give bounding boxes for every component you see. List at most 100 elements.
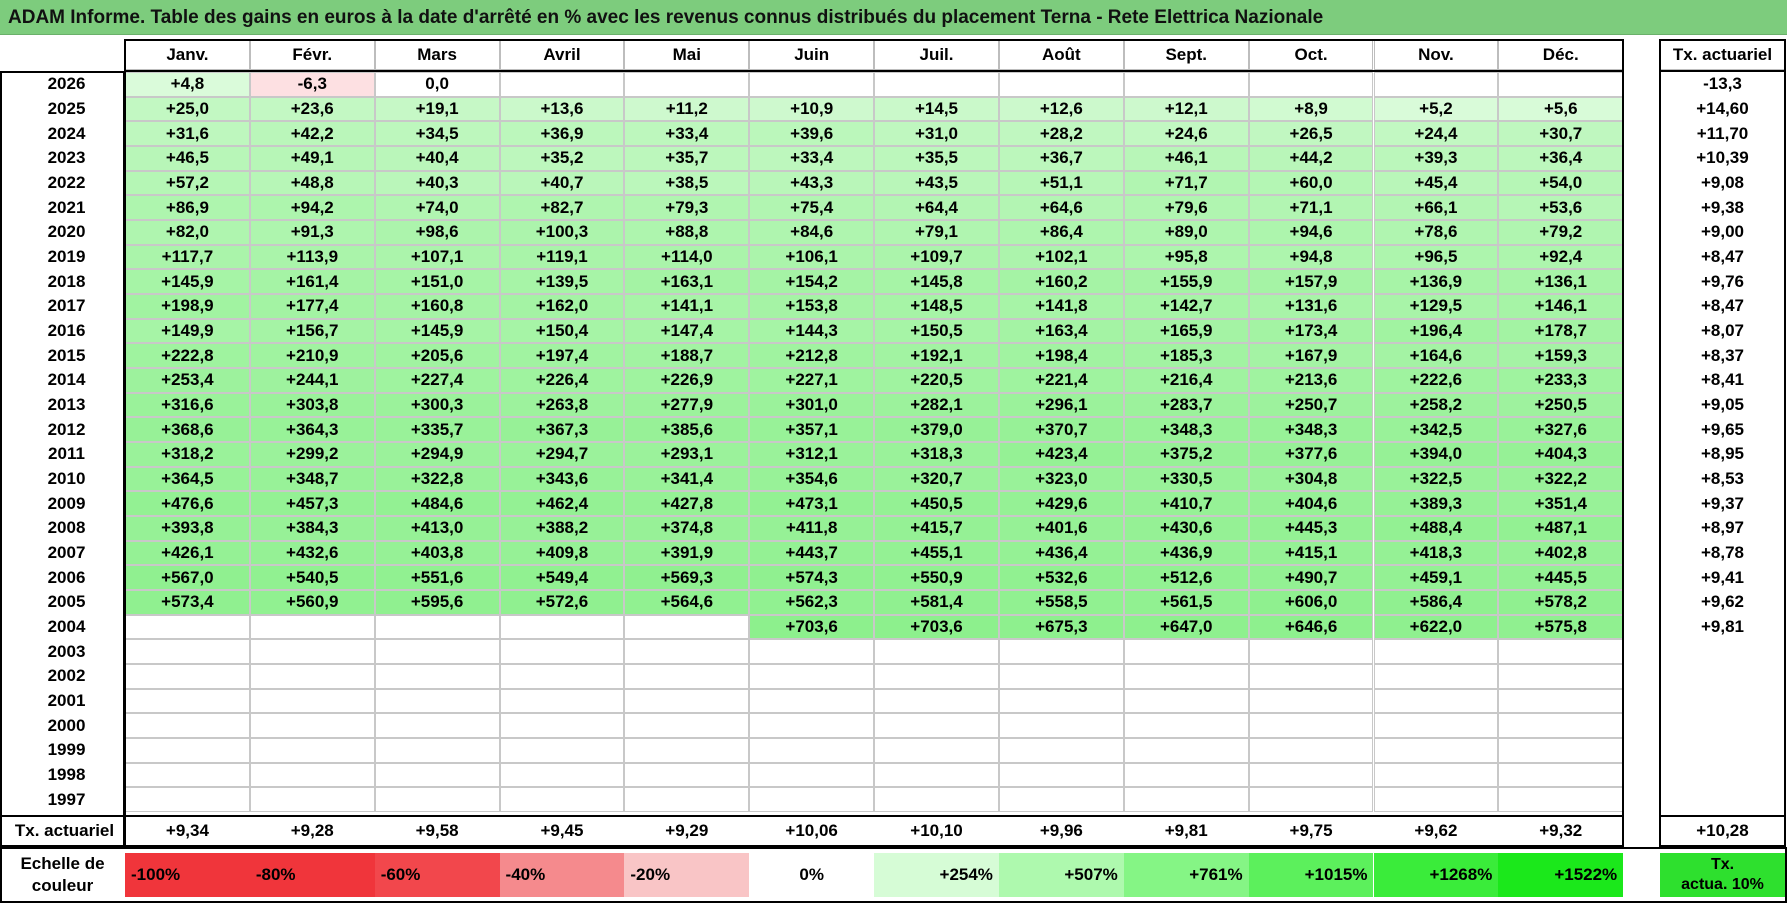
table-cell: +375,2	[1123, 442, 1249, 467]
year-label: 2012	[47, 419, 86, 439]
table-cell	[125, 614, 250, 640]
table-cell: +26,5	[1248, 121, 1374, 146]
table-cell: +5,6	[1498, 96, 1624, 122]
table-cell: +109,7	[874, 244, 999, 270]
month-header: Avril	[499, 40, 625, 70]
table-cell	[624, 738, 750, 763]
table-cell	[749, 688, 875, 714]
table-cell: +293,1	[624, 442, 750, 467]
table-cell: +157,9	[1248, 269, 1374, 295]
table-cell: +368,6	[125, 417, 250, 443]
table-cell: +86,9	[125, 195, 250, 220]
table-cell: +197,4	[499, 343, 625, 369]
table-cell: +213,6	[1248, 368, 1374, 393]
table-cell: +11,2	[624, 96, 750, 122]
table-cell	[1373, 688, 1499, 714]
table-cell: +561,5	[1123, 590, 1249, 615]
table-cell: +78,6	[1373, 220, 1499, 245]
table-cell	[1498, 72, 1624, 97]
table-cell	[1123, 762, 1249, 788]
table-cell: +91,3	[249, 220, 375, 245]
table-cell: +418,3	[1373, 540, 1499, 566]
table-cell: +40,3	[374, 170, 500, 196]
table-cell: +250,5	[1498, 392, 1624, 418]
table-cell: +320,7	[874, 466, 999, 492]
table-cell: +156,7	[249, 318, 375, 344]
table-cell: +131,6	[1248, 294, 1374, 319]
table-cell: +71,7	[1123, 170, 1249, 196]
table-cell: +410,7	[1123, 491, 1249, 517]
table-cell: +551,6	[374, 565, 500, 591]
table-cell: +60,0	[1248, 170, 1374, 196]
table-cell	[1123, 787, 1249, 813]
table-cell: +351,4	[1498, 491, 1624, 517]
table-cell: +370,7	[998, 417, 1124, 443]
table-cell: +323,0	[998, 466, 1124, 492]
scale-swatch: -40%	[499, 853, 625, 897]
table-cell: +28,2	[998, 121, 1124, 146]
footer-rate: +9,96	[1039, 821, 1083, 840]
table-cell	[249, 664, 375, 689]
table-cell: +33,4	[749, 146, 875, 171]
table-cell: +149,9	[125, 318, 250, 344]
table-cell: +165,9	[1123, 318, 1249, 344]
rate-header: Tx. actuariel	[1660, 40, 1785, 70]
table-cell: +488,4	[1373, 516, 1499, 541]
table-cell: +459,1	[1373, 565, 1499, 591]
rate-cell: +10,39	[1696, 148, 1749, 168]
table-cell: +429,6	[998, 491, 1124, 517]
table-cell	[125, 713, 250, 739]
rate-cell: +9,65	[1700, 419, 1744, 439]
table-cell: +19,1	[374, 96, 500, 122]
table-cell: +39,3	[1373, 146, 1499, 171]
footer-rate: +10,10	[910, 821, 963, 840]
table-cell: +198,9	[125, 294, 250, 319]
table-cell: +150,5	[874, 318, 999, 344]
header-underline	[125, 70, 1624, 72]
table-cell: +388,2	[499, 516, 625, 541]
rate-cell: -13,3	[1703, 74, 1742, 94]
rate-cell	[1660, 763, 1785, 788]
table-cell	[374, 664, 500, 689]
table-cell: +164,6	[1373, 343, 1499, 369]
table-cell: +299,2	[249, 442, 375, 467]
table-cell: +46,5	[125, 146, 250, 171]
table-cell: +160,2	[998, 269, 1124, 295]
table-cell	[998, 713, 1124, 739]
table-cell	[749, 787, 875, 813]
scale-swatch: +761%	[1123, 853, 1249, 897]
table-cell	[374, 762, 500, 788]
footer-rate: +9,32	[1539, 821, 1583, 840]
table-cell: +48,8	[249, 170, 375, 196]
table-cell	[1248, 787, 1374, 813]
table-cell: +484,6	[374, 491, 500, 517]
table-cell: +647,0	[1123, 614, 1249, 640]
table-cell	[874, 639, 999, 665]
table-cell: +136,1	[1498, 269, 1624, 295]
table-cell: +57,2	[125, 170, 250, 196]
table-cell: +54,0	[1498, 170, 1624, 196]
table-cell: +51,1	[998, 170, 1124, 196]
year-label: 2017	[47, 296, 86, 316]
table-cell	[1123, 713, 1249, 739]
table-cell: +253,4	[125, 368, 250, 393]
table-cell	[1498, 639, 1624, 665]
table-cell: +5,2	[1373, 96, 1499, 122]
footer-rate: +9,29	[665, 821, 709, 840]
month-header: Janv.	[125, 40, 250, 70]
table-cell: +36,4	[1498, 146, 1624, 171]
table-cell: +35,2	[499, 146, 625, 171]
table-cell: +96,5	[1373, 244, 1499, 270]
table-cell: +79,1	[874, 220, 999, 245]
table-cell	[874, 664, 999, 689]
table-cell: +384,3	[249, 516, 375, 541]
table-cell: +95,8	[1123, 244, 1249, 270]
table-cell	[1373, 639, 1499, 665]
table-cell	[125, 639, 250, 665]
table-cell: +212,8	[749, 343, 875, 369]
table-cell: +532,6	[998, 565, 1124, 591]
table-cell: +155,9	[1123, 269, 1249, 295]
scale-label: Echelle de couleur	[2, 853, 123, 897]
table-cell: +10,9	[749, 96, 875, 122]
table-cell	[624, 72, 750, 97]
